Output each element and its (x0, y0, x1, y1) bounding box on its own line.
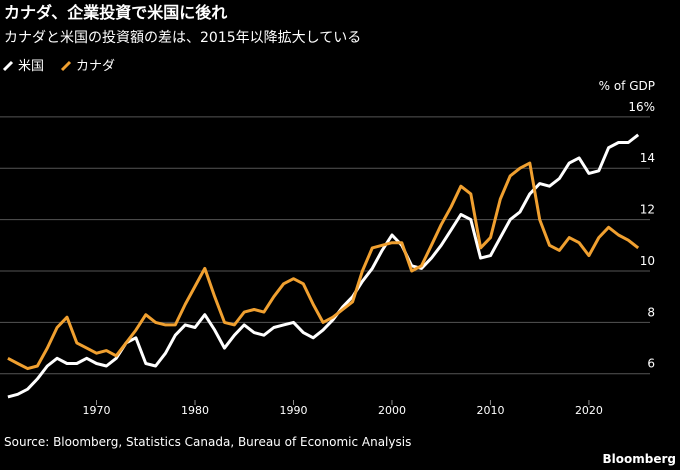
legend-label: 米国 (18, 59, 44, 74)
x-tick-label: 2000 (378, 404, 406, 417)
x-tick-label: 1990 (279, 404, 307, 417)
x-tick-label: 2010 (476, 404, 504, 417)
y-axis-label: % of GDP (599, 79, 655, 93)
y-tick-label: 12 (640, 203, 655, 217)
brand: Bloomberg (603, 452, 677, 466)
legend-swatch (60, 60, 72, 72)
chart-title: カナダ、企業投資で米国に後れ (4, 3, 227, 22)
source: Source: Bloomberg, Statistics Canada, Bu… (4, 435, 411, 449)
y-tick-label: 16% (628, 100, 655, 114)
y-tick-label: 6 (647, 357, 655, 371)
y-tick-label: 8 (647, 305, 655, 319)
x-tick-label: 1970 (83, 404, 111, 417)
legend-swatch (2, 60, 14, 72)
y-tick-label: 14 (640, 151, 655, 165)
y-tick-label: 10 (640, 254, 655, 268)
series-line (7, 133, 640, 399)
series-line (7, 161, 640, 371)
x-tick-label: 1980 (181, 404, 209, 417)
chart-subtitle: カナダと米国の投資額の差は、2015年以降拡大している (4, 30, 361, 46)
x-tick-label: 2020 (575, 404, 603, 417)
legend-label: カナダ (76, 59, 115, 74)
